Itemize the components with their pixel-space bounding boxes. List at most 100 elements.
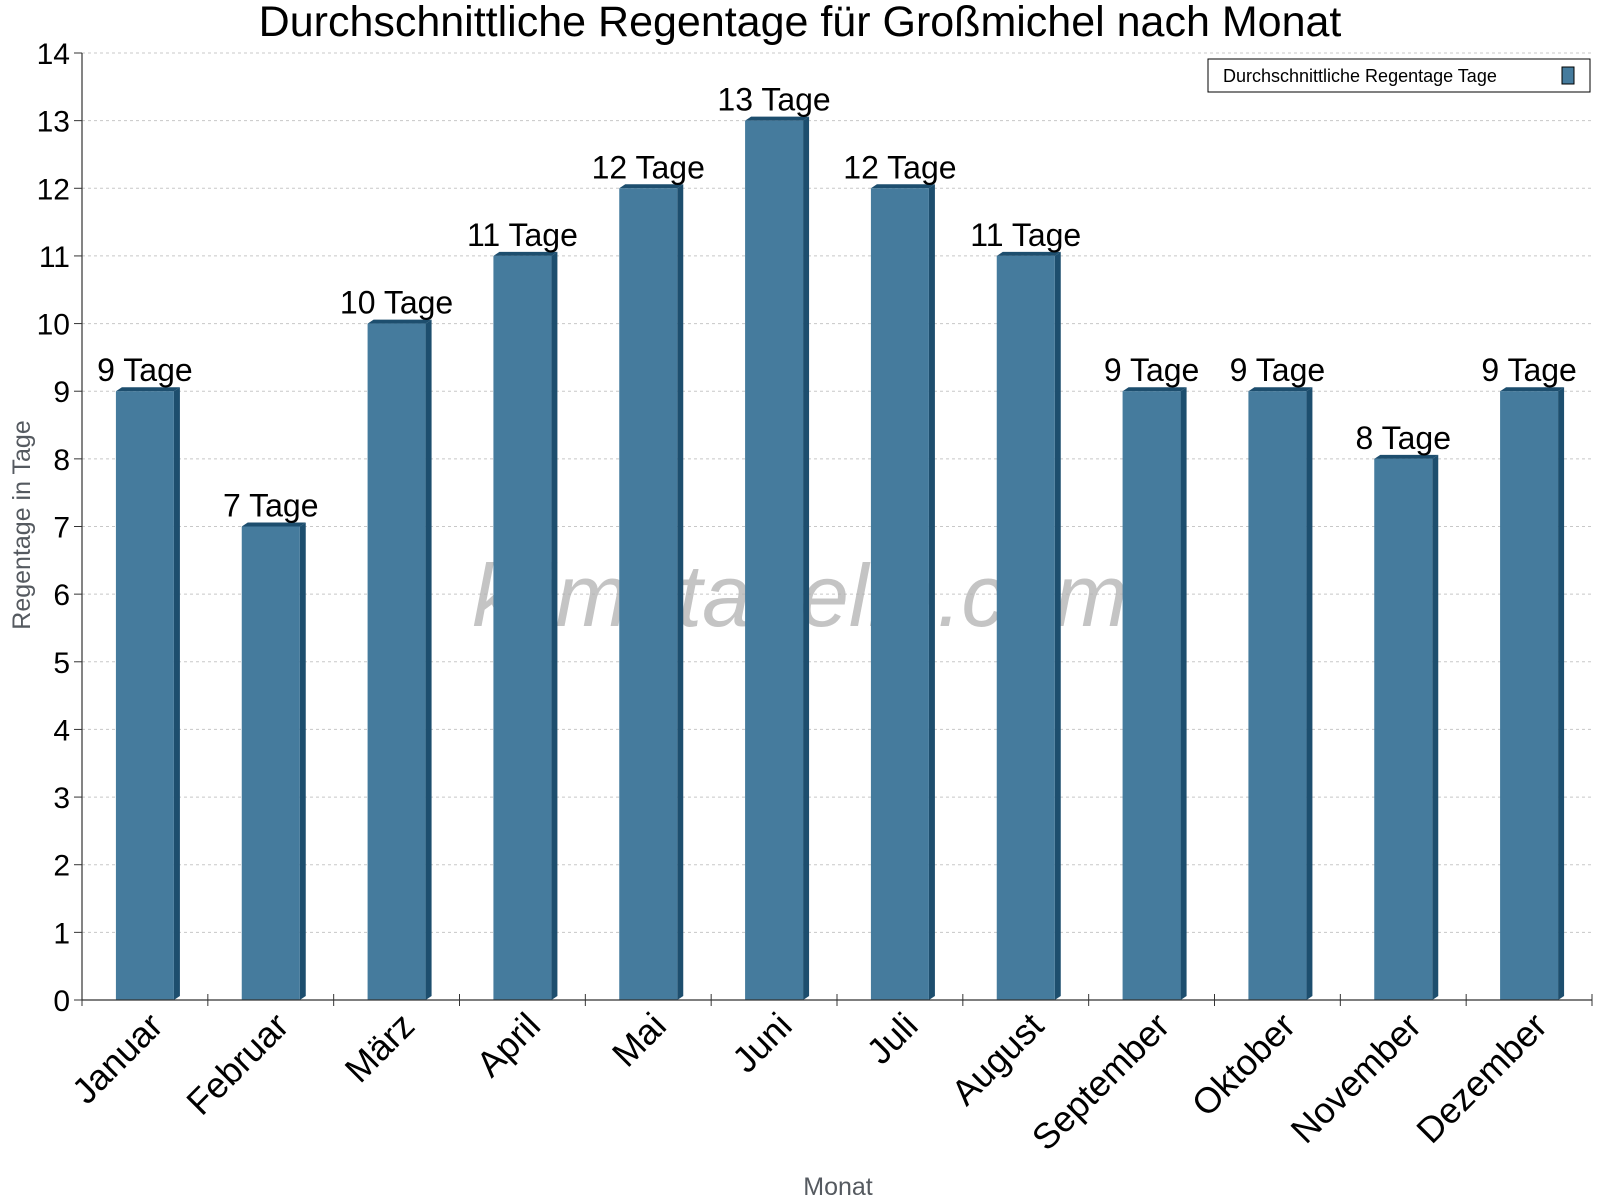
y-tick-label: 6	[53, 579, 70, 612]
bar-top	[745, 116, 810, 121]
bar-front	[367, 323, 426, 1001]
bar-side	[1180, 387, 1187, 1000]
data-label: 12 Tage	[843, 149, 956, 185]
legend: Durchschnittliche Regentage Tage	[1207, 58, 1591, 93]
bar-side	[1054, 251, 1061, 1000]
data-label: 7 Tage	[223, 488, 319, 524]
bar	[1500, 387, 1565, 1000]
y-tick-label: 13	[37, 106, 70, 139]
x-tick-label: Juli	[858, 1005, 925, 1072]
bar	[996, 251, 1061, 1000]
x-tick-labels: Januar Februar März April Mai Juni Juli AugustS…	[64, 1005, 1555, 1159]
x-tick-label: August	[943, 1005, 1051, 1113]
bar	[493, 251, 558, 1000]
x-axis-title: Monat	[803, 1173, 873, 1200]
bar-side	[551, 251, 558, 1000]
bar	[1374, 454, 1439, 1000]
data-labels: 9 Tage 7 Tage 10 Tage 11 Tage 12 Tage 13 Tage…	[97, 82, 1577, 524]
data-label: 9 Tage	[97, 352, 193, 388]
data-label: 11 Tage	[970, 217, 1081, 253]
x-tick-label: Oktober	[1184, 1005, 1304, 1125]
bar-top	[1248, 387, 1313, 392]
bar-top	[1374, 454, 1439, 459]
x-tick-label: September	[1024, 1005, 1178, 1159]
x-tick-label: März	[337, 1005, 423, 1091]
y-tick-label: 0	[53, 985, 70, 1018]
bar	[745, 116, 810, 1000]
bar-top	[619, 184, 684, 189]
bar-side	[1432, 454, 1439, 1000]
data-label: 9 Tage	[1104, 352, 1200, 388]
bar	[1248, 387, 1313, 1000]
bar-front	[1248, 391, 1307, 1000]
bar-top	[493, 251, 558, 256]
bar-top	[115, 387, 180, 392]
bar	[241, 522, 306, 1000]
y-tick-label: 10	[37, 309, 70, 342]
y-axis-title: Regentage in Tage	[8, 420, 36, 629]
x-tick-label: November	[1282, 1005, 1428, 1151]
bar-side	[299, 522, 306, 1000]
bar-front	[115, 391, 174, 1000]
bar-top	[367, 319, 432, 324]
bar-side	[1558, 387, 1565, 1000]
bar-top	[1500, 387, 1565, 392]
bar	[870, 184, 935, 1001]
x-tick-label: April	[468, 1005, 548, 1085]
bar-side	[803, 116, 810, 1000]
x-tick-label: Dezember	[1408, 1005, 1554, 1151]
data-label: 9 Tage	[1230, 352, 1326, 388]
y-tick-label: 1	[53, 917, 70, 950]
y-tick-label: 12	[37, 173, 70, 206]
bar-top	[241, 522, 306, 527]
y-tick-label: 7	[53, 512, 70, 545]
bar-front	[1122, 391, 1181, 1000]
y-tick-label: 9	[53, 376, 70, 409]
bar-top	[870, 184, 935, 189]
y-tick-label: 2	[53, 850, 70, 883]
bar	[619, 184, 684, 1001]
bar-front	[1500, 391, 1559, 1000]
y-tick-label: 5	[53, 647, 70, 680]
legend-label: Durchschnittliche Regentage Tage	[1223, 66, 1497, 86]
legend-swatch	[1561, 66, 1575, 85]
data-label: 9 Tage	[1481, 352, 1577, 388]
bar-side	[928, 184, 935, 1001]
y-tick-label: 3	[53, 782, 70, 815]
data-label: 10 Tage	[340, 285, 453, 321]
bar	[367, 319, 432, 1001]
data-label: 12 Tage	[592, 149, 705, 185]
x-tick-label: Juni	[724, 1005, 800, 1081]
y-tick-label: 14	[37, 38, 70, 71]
bar-side	[173, 387, 180, 1000]
y-tick-label: 8	[53, 444, 70, 477]
bar-top	[1122, 387, 1187, 392]
data-label: 13 Tage	[717, 82, 830, 118]
data-label: 11 Tage	[467, 217, 578, 253]
bar-front	[745, 120, 804, 1000]
axes	[74, 52, 1593, 1006]
data-label: 8 Tage	[1356, 420, 1452, 456]
bar-front	[996, 255, 1055, 1000]
y-tick-label: 4	[53, 714, 70, 747]
bar-front	[493, 255, 552, 1000]
x-tick-label: Mai	[604, 1005, 674, 1075]
bar-side	[425, 319, 432, 1001]
bar	[115, 387, 180, 1000]
bar-front	[619, 188, 678, 1001]
x-tick-label: Februar	[178, 1005, 296, 1123]
legend-box	[1207, 58, 1591, 93]
bar-top	[996, 251, 1061, 256]
chart-title: Durchschnittliche Regentage für Großmich…	[259, 0, 1342, 46]
bar	[1122, 387, 1187, 1000]
bar-side	[677, 184, 684, 1001]
x-tick-label: Januar	[64, 1005, 171, 1112]
y-tick-label: 11	[39, 241, 70, 274]
bar-front	[241, 526, 300, 1000]
bar-front	[1374, 458, 1433, 1000]
bar-front	[870, 188, 929, 1001]
bar-side	[1306, 387, 1313, 1000]
bars	[115, 116, 1565, 1001]
